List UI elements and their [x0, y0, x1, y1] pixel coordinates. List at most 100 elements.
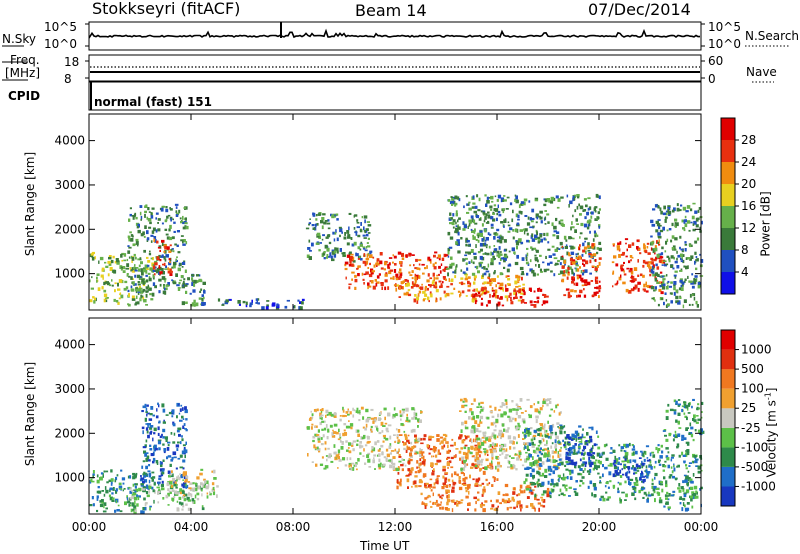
power-cell [693, 220, 697, 225]
power-cell [111, 284, 114, 287]
velocity-cell [685, 427, 688, 431]
power-cell [479, 295, 481, 298]
velocity-cell [586, 452, 591, 456]
power-cell [562, 274, 566, 277]
power-cell [198, 297, 202, 300]
velocity-cell [488, 436, 491, 440]
power-cell [470, 249, 474, 253]
power-cell [598, 285, 601, 288]
velocity-cell [465, 452, 468, 456]
velocity-cell [559, 430, 563, 435]
power-cell [351, 271, 355, 274]
beam-title: Beam 14 [355, 1, 427, 20]
velocity-cell [556, 403, 559, 407]
power-cell [299, 301, 303, 304]
velocity-cell [448, 449, 450, 453]
velocity-cell [99, 500, 102, 503]
velocity-cell [677, 403, 681, 406]
power-cell [156, 267, 160, 272]
power-cell [664, 292, 667, 295]
power-cell [121, 259, 124, 262]
power-cell [124, 280, 128, 284]
power-cell [658, 281, 661, 284]
power-cell [485, 213, 488, 217]
power-cell [661, 283, 664, 287]
velocity-cell [474, 456, 478, 459]
velocity-cell [389, 443, 392, 448]
velocity-cell [161, 470, 164, 475]
velocity-cell [522, 438, 525, 440]
velocity-cell [511, 457, 515, 459]
power-cell [315, 242, 319, 245]
power-cell [576, 274, 579, 277]
velocity-ytick-label: 1000 [54, 471, 85, 485]
power-cell [506, 288, 509, 292]
power-cell [667, 280, 670, 283]
velocity-cell [185, 429, 188, 432]
velocity-cell [507, 466, 510, 469]
power-cell [171, 279, 174, 282]
power-cell [467, 203, 470, 206]
velocity-cell [557, 450, 559, 455]
velocity-cell [588, 440, 591, 444]
power-cell [652, 267, 655, 270]
velocity-cell [605, 481, 609, 484]
velocity-cell [381, 430, 384, 433]
power-cell [682, 206, 687, 211]
velocity-cell [409, 452, 412, 457]
velocity-cell [187, 481, 191, 483]
power-cell [162, 205, 166, 208]
velocity-cell [91, 480, 95, 483]
power-cell [586, 226, 590, 230]
velocity-cell [642, 476, 646, 478]
velocity-cell [642, 479, 645, 482]
power-cell [309, 250, 312, 252]
velocity-cell [475, 440, 478, 443]
velocity-cell [505, 429, 509, 433]
power-cell [416, 300, 419, 304]
velocity-cell [171, 489, 175, 492]
velocity-cell [397, 429, 401, 433]
velocity-cell [140, 475, 142, 478]
velocity-cell [339, 436, 342, 439]
power-cell [318, 213, 321, 216]
power-cell [685, 210, 689, 213]
velocity-cell [315, 463, 318, 467]
power-cell [530, 304, 534, 306]
velocity-cell [342, 414, 345, 418]
power-cell [429, 284, 432, 288]
velocity-cell [477, 465, 480, 469]
power-cell [432, 279, 435, 284]
velocity-cell [180, 502, 184, 506]
velocity-cell [539, 483, 543, 488]
velocity-cell [503, 443, 507, 447]
velocity-cell [600, 495, 604, 499]
velocity-cell [384, 416, 386, 421]
power-cell [628, 244, 632, 248]
velocity-cell [327, 428, 330, 433]
power-cell [327, 219, 330, 222]
velocity-cell [419, 450, 422, 454]
power-cell [612, 285, 614, 288]
velocity-cell [209, 491, 211, 494]
power-cell [360, 222, 362, 226]
power-cell [491, 278, 493, 282]
power-cell [576, 257, 580, 260]
power-cell [628, 270, 632, 273]
velocity-cell [531, 445, 535, 448]
power-cell [586, 211, 589, 216]
power-cell [169, 208, 173, 211]
velocity-cell [162, 421, 166, 424]
power-cell [130, 238, 134, 242]
power-cell [583, 264, 586, 267]
power-cell [642, 259, 646, 263]
velocity-cell [411, 485, 413, 488]
velocity-cell [351, 462, 355, 465]
power-cell [692, 294, 694, 297]
velocity-cell [512, 498, 515, 502]
velocity-cell [536, 470, 540, 475]
power-cell [384, 279, 388, 283]
power-cell [130, 285, 133, 289]
velocity-cell [158, 447, 161, 451]
